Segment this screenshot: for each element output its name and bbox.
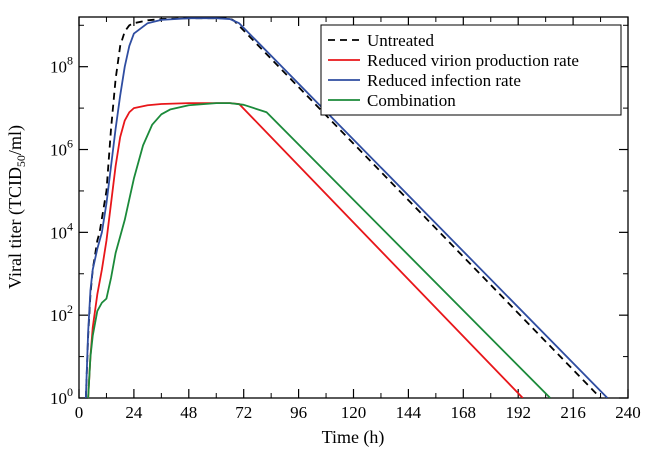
y-axis-label-prefix: Viral titer (TCID <box>5 167 26 289</box>
legend-label: Untreated <box>367 31 435 50</box>
tick-labels: 0 24 48 72 96 120 144 168 192 216 2401001021041061… <box>50 54 641 422</box>
x-tick-label: 96 <box>290 403 307 422</box>
series-layer <box>84 17 609 398</box>
y-tick-label: 104 <box>50 219 73 242</box>
x-tick-label: 0 <box>75 403 84 422</box>
x-tick-label: 48 <box>180 403 197 422</box>
legend-label: Combination <box>367 91 456 110</box>
x-tick-label: 192 <box>505 403 531 422</box>
legend-label: Reduced virion production rate <box>367 51 579 70</box>
x-tick-label: 216 <box>560 403 586 422</box>
x-tick-label: 24 <box>125 403 143 422</box>
x-tick-label: 240 <box>615 403 641 422</box>
x-tick-label: 72 <box>235 403 252 422</box>
y-tick-base: 10 <box>50 223 67 242</box>
y-axis-label-suffix: /ml) <box>5 125 26 155</box>
y-tick-exponent: 4 <box>67 219 73 233</box>
x-tick-label: 120 <box>341 403 367 422</box>
y-axis-label-subscript: 50 <box>14 155 28 167</box>
y-tick-label: 100 <box>50 385 73 408</box>
series-line-3 <box>84 17 609 398</box>
series-line-4 <box>87 102 551 398</box>
axis-ticks <box>78 17 629 399</box>
legend-box <box>320 24 622 116</box>
y-tick-label: 108 <box>50 54 73 77</box>
y-tick-exponent: 2 <box>67 302 73 316</box>
y-tick-exponent: 0 <box>67 385 73 399</box>
y-tick-exponent: 6 <box>67 137 73 151</box>
y-tick-label: 106 <box>50 137 73 160</box>
y-tick-label: 102 <box>50 302 73 325</box>
y-tick-base: 10 <box>50 58 67 77</box>
y-tick-exponent: 8 <box>67 54 73 68</box>
y-tick-base: 10 <box>50 389 67 408</box>
x-axis-label: Time (h) <box>322 427 385 448</box>
y-axis-label: Viral titer (TCID50/ml) <box>5 125 28 289</box>
legend-label: Reduced infection rate <box>367 71 521 90</box>
x-tick-label: 144 <box>396 403 422 422</box>
y-tick-base: 10 <box>50 306 67 325</box>
y-tick-base: 10 <box>50 141 67 160</box>
x-tick-label: 168 <box>451 403 477 422</box>
series-line-2 <box>87 102 524 398</box>
